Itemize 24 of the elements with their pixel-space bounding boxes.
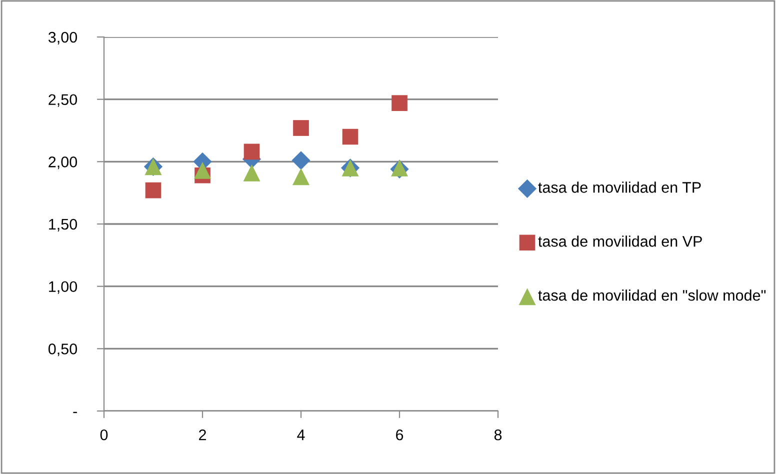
point <box>292 168 310 186</box>
y-tick-label: 1,50 <box>49 218 78 232</box>
y-tick-label: 3,00 <box>48 32 78 44</box>
x-tick-label: 0 <box>100 429 108 440</box>
point <box>243 164 260 182</box>
point <box>145 182 162 198</box>
x-tick-label: 4 <box>297 430 305 440</box>
point <box>392 95 408 111</box>
y-tick-label: - <box>73 412 77 414</box>
y-tick-label: 0,50 <box>48 344 78 356</box>
y-tick-label: 2,50 <box>48 94 78 107</box>
legend-label: tasa de movilidad en "slow mode" <box>538 290 766 301</box>
point <box>244 144 260 160</box>
legend-label: tasa de movilidad en VP <box>538 236 702 247</box>
point <box>342 128 358 145</box>
x-tick-label: 2 <box>199 429 206 440</box>
x-tick-label: 8 <box>494 429 502 440</box>
point <box>292 151 310 170</box>
x-tick-label: 6 <box>396 429 404 440</box>
point <box>293 120 309 136</box>
y-tick-label: 2,00 <box>48 156 78 170</box>
y-tick-label: 1,00 <box>49 281 78 294</box>
point <box>194 162 212 179</box>
legend-label: tasa de movilidad en TP <box>538 182 701 193</box>
